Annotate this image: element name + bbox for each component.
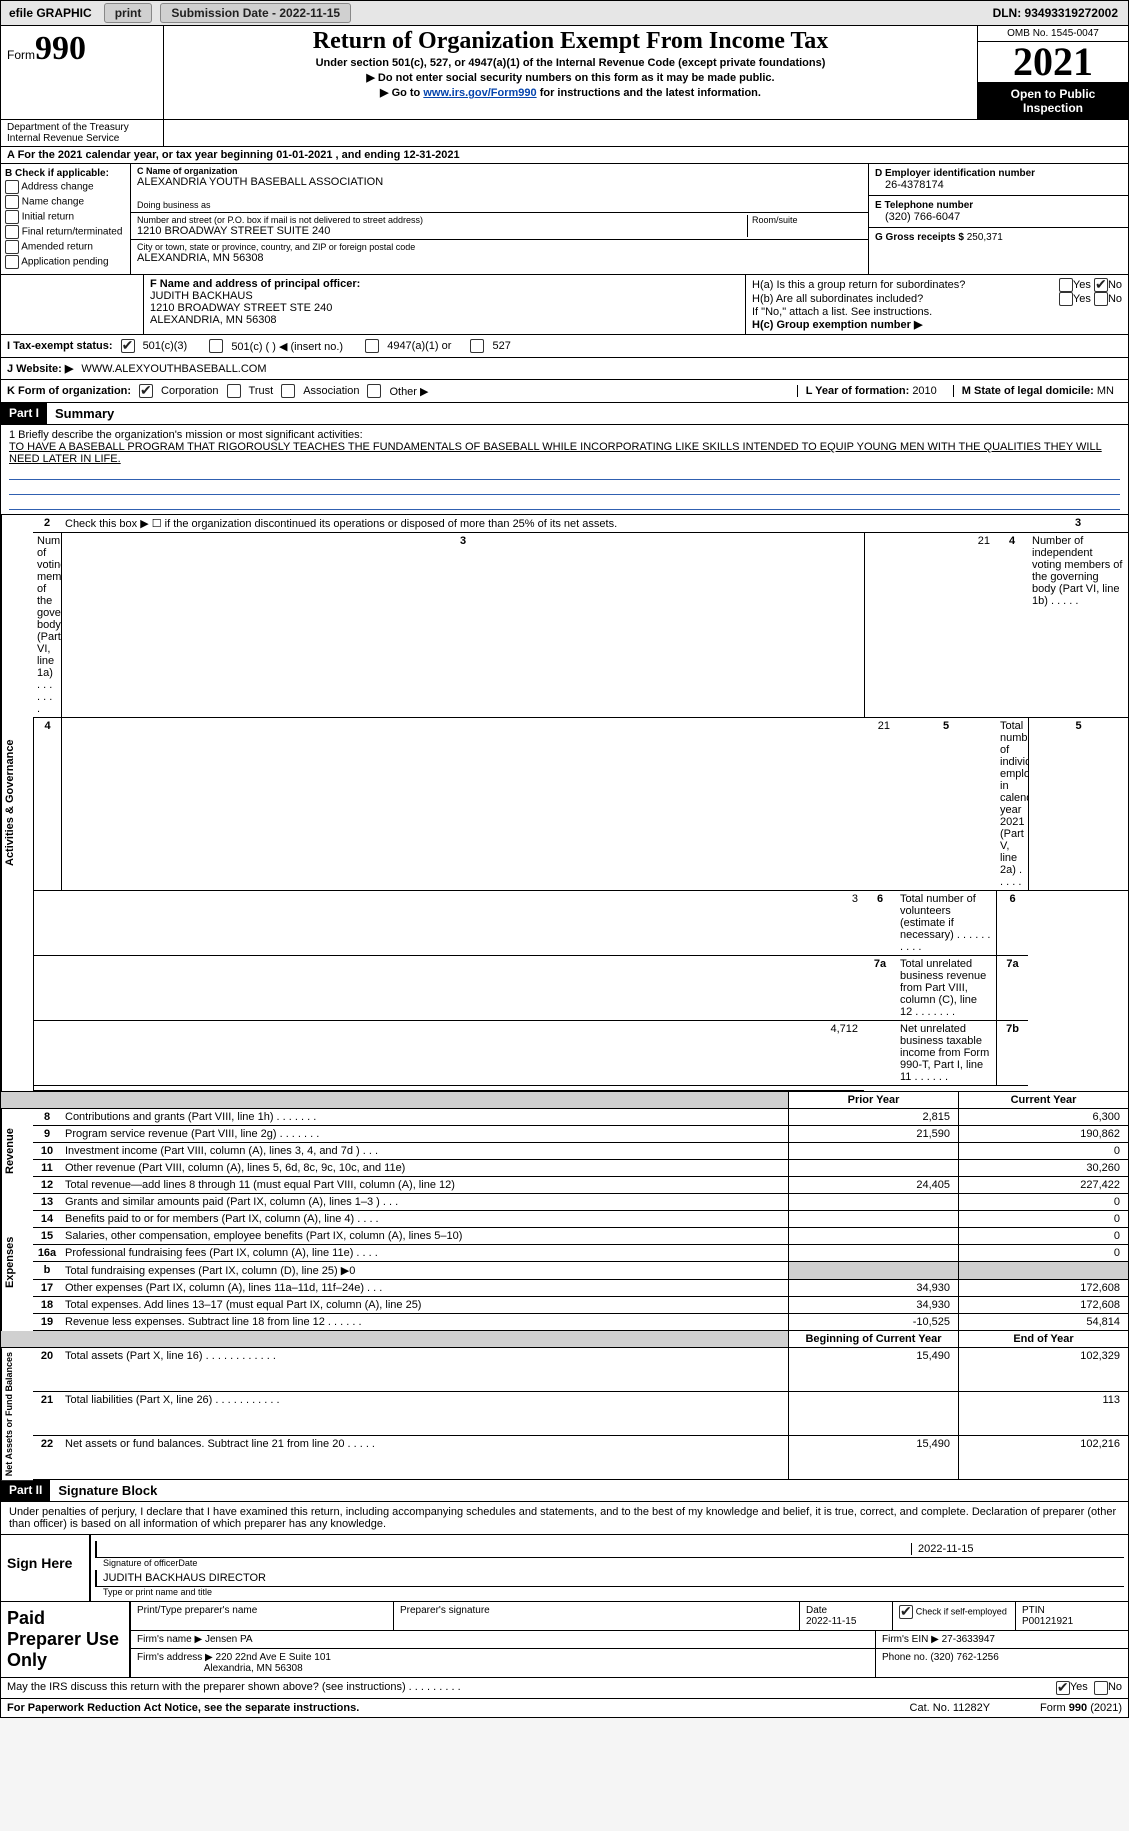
vert-activities: Activities & Governance — [1, 515, 33, 1091]
section-c: C Name of organization ALEXANDRIA YOUTH … — [131, 164, 868, 274]
fh-row: F Name and address of principal officer:… — [0, 274, 1129, 335]
paid-preparer-grid: Paid Preparer Use Only Print/Type prepar… — [1, 1601, 1128, 1677]
chk-app-pending[interactable]: Application pending — [5, 255, 126, 269]
chk-527[interactable] — [470, 339, 484, 353]
telephone: (320) 766-6047 — [885, 211, 1122, 223]
title-block: Return of Organization Exempt From Incom… — [164, 26, 977, 119]
section-f: F Name and address of principal officer:… — [144, 275, 746, 334]
chk-amended[interactable]: Amended return — [5, 240, 126, 254]
form-label: Form — [7, 48, 35, 62]
efile-label: efile GRAPHIC — [1, 4, 100, 22]
summary-activities-table: Activities & Governance 2 Check this box… — [0, 515, 1129, 1092]
ha-yes[interactable] — [1059, 278, 1073, 292]
ha-no[interactable] — [1094, 278, 1108, 292]
form-org-row: K Form of organization: Corporation Trus… — [0, 380, 1129, 403]
paid-preparer-label: Paid Preparer Use Only — [1, 1602, 131, 1677]
vert-revenue: Revenue — [1, 1109, 33, 1194]
part2-badge: Part II — [1, 1480, 50, 1501]
form-header: Form990 Return of Organization Exempt Fr… — [0, 26, 1129, 120]
chk-501c3[interactable] — [121, 339, 135, 353]
chk-trust[interactable] — [227, 384, 241, 398]
chk-assoc[interactable] — [281, 384, 295, 398]
mission-text: TO HAVE A BASEBALL PROGRAM THAT RIGOROUS… — [9, 441, 1120, 465]
note-link: Go to www.irs.gov/Form990 for instructio… — [170, 86, 971, 99]
hb-no[interactable] — [1094, 292, 1108, 306]
signature-block: Under penalties of perjury, I declare th… — [0, 1502, 1129, 1678]
top-toolbar: efile GRAPHIC print Submission Date - 20… — [0, 0, 1129, 26]
org-name: ALEXANDRIA YOUTH BASEBALL ASSOCIATION — [137, 176, 862, 188]
discuss-no[interactable] — [1094, 1681, 1108, 1695]
part1-header-row: Part I Summary — [0, 403, 1129, 425]
chk-self-employed[interactable] — [899, 1605, 913, 1619]
hb-yes[interactable] — [1059, 292, 1073, 306]
dept-row: Department of the Treasury Internal Reve… — [0, 120, 1129, 147]
sign-here-label: Sign Here — [1, 1535, 91, 1601]
form-990-page: efile GRAPHIC print Submission Date - 20… — [0, 0, 1129, 1718]
cat-no: Cat. No. 11282Y — [910, 1702, 991, 1714]
note-ssn: Do not enter social security numbers on … — [170, 71, 971, 84]
vert-expenses: Expenses — [1, 1194, 33, 1331]
chk-final-return[interactable]: Final return/terminated — [5, 225, 126, 239]
discuss-yes[interactable] — [1056, 1681, 1070, 1695]
perjury-declaration: Under penalties of perjury, I declare th… — [1, 1502, 1128, 1534]
irs-link[interactable]: www.irs.gov/Form990 — [423, 87, 536, 99]
ein: 26-4378174 — [885, 179, 1122, 191]
financial-table: Prior Year Current Year Revenue 8Contrib… — [0, 1092, 1129, 1480]
part1-title: Summary — [47, 403, 122, 424]
website-row: J Website: ▶ WWW.ALEXYOUTHBASEBALL.COM — [0, 358, 1129, 380]
page-footer: For Paperwork Reduction Act Notice, see … — [0, 1699, 1129, 1718]
org-info-grid: B Check if applicable: Address change Na… — [0, 164, 1129, 274]
chk-501c[interactable] — [209, 339, 223, 353]
org-address: 1210 BROADWAY STREET SUITE 240 — [137, 225, 743, 237]
section-deg: D Employer identification number 26-4378… — [868, 164, 1128, 274]
mission-box: 1 Briefly describe the organization's mi… — [0, 425, 1129, 515]
gross-receipts: 250,371 — [967, 232, 1003, 243]
chk-address-change[interactable]: Address change — [5, 180, 126, 194]
dln-label: DLN: 93493319272002 — [983, 4, 1128, 22]
chk-corp[interactable] — [139, 384, 153, 398]
form-ref: Form 990 (2021) — [1040, 1702, 1122, 1714]
dept-treasury: Department of the Treasury Internal Reve… — [1, 120, 164, 146]
subtitle: Under section 501(c), 527, or 4947(a)(1)… — [170, 57, 971, 69]
form-number: 990 — [35, 30, 86, 67]
form-number-block: Form990 — [1, 26, 164, 119]
website-url: WWW.ALEXYOUTHBASEBALL.COM — [81, 363, 266, 375]
section-h: H(a) Is this a group return for subordin… — [746, 275, 1128, 334]
chk-initial-return[interactable]: Initial return — [5, 210, 126, 224]
print-button[interactable]: print — [104, 3, 153, 23]
chk-name-change[interactable]: Name change — [5, 195, 126, 209]
main-title: Return of Organization Exempt From Incom… — [170, 28, 971, 55]
part1-badge: Part I — [1, 403, 47, 424]
sign-here-grid: Sign Here 2022-11-15 Signature of office… — [1, 1534, 1128, 1601]
may-discuss-row: May the IRS discuss this return with the… — [0, 1678, 1129, 1699]
section-b: B Check if applicable: Address change Na… — [1, 164, 131, 274]
part2-title: Signature Block — [50, 1480, 165, 1501]
tax-status-row: I Tax-exempt status: 501(c)(3) 501(c) ( … — [0, 335, 1129, 358]
org-city: ALEXANDRIA, MN 56308 — [137, 252, 862, 264]
tax-year: 2021 — [978, 42, 1128, 83]
submission-date-button[interactable]: Submission Date - 2022-11-15 — [160, 3, 351, 23]
year-block: OMB No. 1545-0047 2021 Open to Public In… — [977, 26, 1128, 119]
part2-header-row: Part II Signature Block — [0, 1480, 1129, 1502]
chk-4947[interactable] — [365, 339, 379, 353]
paperwork-notice: For Paperwork Reduction Act Notice, see … — [7, 1702, 359, 1714]
row-a-tax-year: A For the 2021 calendar year, or tax yea… — [0, 147, 1129, 164]
vert-net: Net Assets or Fund Balances — [1, 1348, 33, 1480]
open-to-public: Open to Public Inspection — [978, 83, 1128, 119]
chk-other[interactable] — [367, 384, 381, 398]
